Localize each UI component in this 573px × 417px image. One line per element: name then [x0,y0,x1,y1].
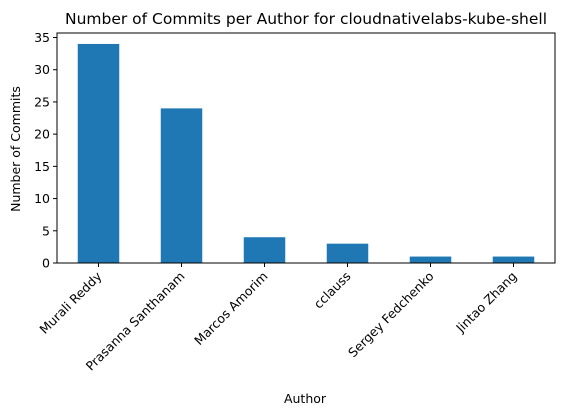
y-tick-label: 10 [34,191,50,206]
bar [161,108,203,263]
y-axis-label: Number of Commits [8,86,23,212]
bars-group [78,44,535,263]
chart-title: Number of Commits per Author for cloudna… [65,10,547,28]
y-tick-label: 35 [34,30,50,45]
bar [78,44,120,263]
bar [493,257,535,263]
y-tick-label: 25 [34,94,50,109]
y-tick-label: 5 [42,223,50,238]
y-tick-label: 30 [34,62,50,77]
plot-frame [57,33,555,263]
y-tick-label: 20 [34,127,50,142]
bar [244,237,286,263]
bar [410,257,452,263]
x-tick-label: Murali Reddy [36,268,105,337]
y-axis-ticks: 0 5 10 15 20 25 30 35 [34,30,57,270]
y-tick-label: 0 [42,256,50,271]
x-tick-label: Marcos Amorim [191,269,271,349]
x-tick-label: Jintao Zhang [452,269,519,336]
y-tick-label: 15 [34,159,50,174]
x-axis-label: Author [284,391,327,406]
bar [327,244,369,263]
x-tick-label: Sergey Fedchenko [345,269,437,361]
x-tick-label: cclauss [311,269,354,312]
